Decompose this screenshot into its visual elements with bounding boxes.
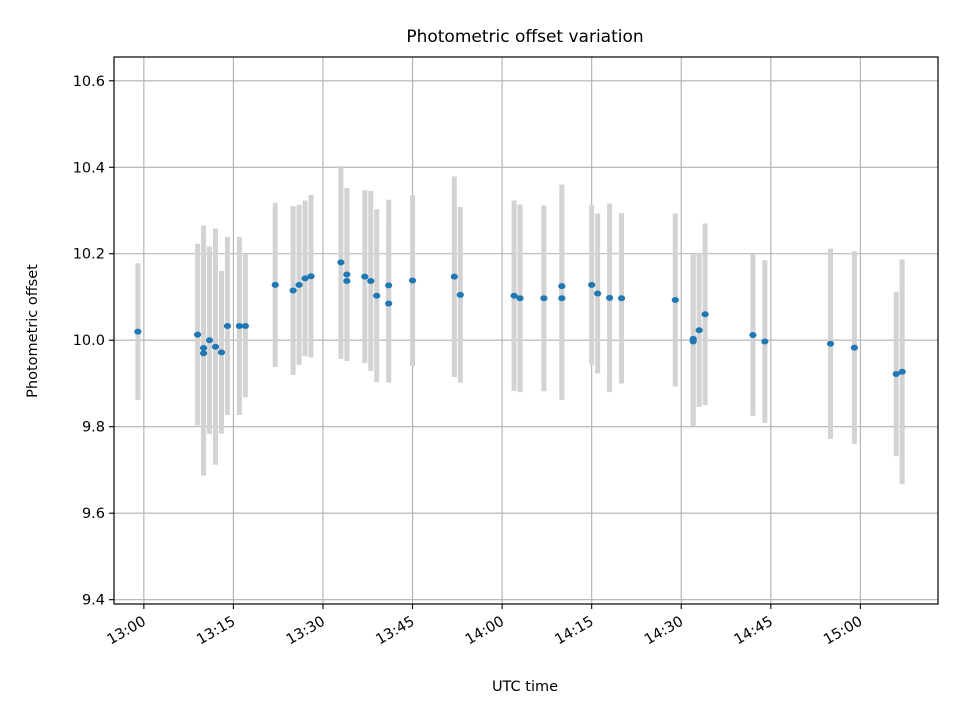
data-point: [289, 287, 297, 294]
data-point: [516, 295, 524, 302]
data-point: [343, 277, 351, 284]
x-axis-label: UTC time: [492, 679, 558, 695]
data-point: [892, 370, 900, 377]
y-tick-label: 10.6: [73, 74, 105, 90]
data-point: [301, 275, 309, 282]
data-point: [588, 281, 596, 288]
y-tick-label: 10.0: [73, 333, 105, 349]
data-point: [373, 292, 381, 299]
data-point: [408, 277, 417, 284]
data-point: [671, 297, 679, 304]
chart-title: Photometric offset variation: [406, 27, 643, 47]
data-point: [199, 350, 208, 357]
data-point: [617, 295, 626, 302]
data-point: [826, 340, 835, 347]
data-point: [193, 331, 202, 338]
data-point: [689, 338, 697, 345]
data-point: [241, 322, 249, 329]
data-point: [217, 349, 226, 356]
data-point: [223, 322, 232, 329]
data-point: [307, 273, 315, 280]
y-tick-label: 10.4: [73, 160, 105, 176]
data-point: [594, 290, 602, 297]
y-tick-label: 10.2: [73, 247, 105, 263]
data-point: [134, 328, 142, 335]
data-point: [456, 291, 464, 298]
data-point: [343, 271, 351, 278]
data-point: [295, 281, 303, 288]
data-point: [898, 368, 906, 375]
data-point: [701, 311, 709, 318]
data-points: [134, 259, 906, 377]
y-tick-label: 9.4: [82, 593, 105, 609]
data-point: [749, 332, 757, 339]
plot-frame: [113, 56, 939, 605]
data-point: [510, 292, 518, 299]
data-point: [695, 327, 703, 334]
data-point: [199, 345, 208, 352]
data-point: [850, 344, 859, 351]
data-point: [558, 283, 566, 290]
data-point: [385, 282, 393, 289]
grid: [114, 57, 938, 604]
data-point: [558, 295, 566, 302]
data-point: [605, 294, 614, 301]
data-point: [211, 343, 220, 350]
y-tick-label: 9.6: [82, 506, 105, 522]
y-axis-label: Photometric offset: [25, 264, 41, 398]
data-point: [385, 300, 393, 307]
data-point: [450, 273, 458, 280]
y-tick-label: 9.8: [82, 420, 105, 436]
data-point: [271, 281, 279, 288]
data-point: [235, 322, 243, 329]
data-point: [367, 277, 375, 284]
data-point: [361, 273, 369, 280]
data-point: [540, 295, 548, 302]
data-point: [761, 338, 769, 345]
data-point: [205, 337, 214, 344]
data-point: [337, 259, 345, 266]
